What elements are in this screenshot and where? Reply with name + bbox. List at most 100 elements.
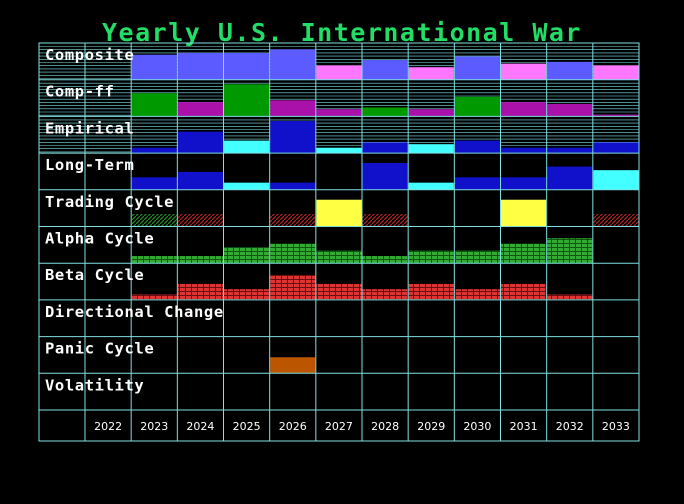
cell-comp-ff-2032 [547,103,593,117]
cell-comp-ff-2031 [501,102,547,117]
cell-trading-cycle-2024 [177,214,223,227]
cell-empirical-2024 [177,131,223,154]
year-label-2023: 2023 [140,420,168,433]
cell-empirical-2023 [131,147,177,154]
year-label-2030: 2030 [463,420,491,433]
row-labels: Composite Comp-ff Empirical Long-Term Tradin… [45,46,224,394]
cell-beta-cycle-2029 [408,283,454,300]
cell-beta-cycle-2026 [270,274,316,300]
year-label-2026: 2026 [279,420,307,433]
cell-long-term-2028 [362,163,408,190]
grid-lines [38,42,640,442]
cell-beta-cycle-2030 [454,289,500,300]
cell-trading-cycle-2027 [316,199,362,227]
cell-panic-cycle-2026 [270,357,316,374]
year-axis: 2022 2023 2024 2025 2026 2027 2028 2029 2030 2031… [94,420,630,433]
cell-trading-cycle-2031 [501,199,547,227]
row-label: Directional Change [45,303,224,321]
cell-beta-cycle-2028 [362,289,408,300]
cell-comp-ff-2024 [177,102,223,117]
cell-trading-cycle-2028 [362,214,408,227]
cell-empirical-2027 [316,147,362,154]
cell-comp-ff-2033 [593,114,639,117]
cell-alpha-cycle-2029 [408,250,454,264]
year-label-2027: 2027 [325,420,353,433]
cell-trading-cycle-2026 [270,214,316,227]
cell-long-term-2029 [408,182,454,190]
cell-composite-2030 [454,56,500,80]
row-label: Beta Cycle [45,266,144,284]
cell-beta-cycle-2031 [501,283,547,300]
cell-empirical-2033 [593,142,639,154]
cell-trading-cycle-2023 [131,214,177,227]
cell-comp-ff-2028 [362,107,408,117]
cell-beta-cycle-2024 [177,283,223,300]
cell-empirical-2026 [270,120,316,154]
plot-frame [38,42,640,442]
cell-alpha-cycle-2026 [270,243,316,264]
cell-long-term-2032 [547,166,593,190]
cell-beta-cycle-2023 [131,294,177,300]
year-label-2029: 2029 [417,420,445,433]
cell-long-term-2030 [454,177,500,190]
cell-comp-ff-2025 [224,84,270,117]
cell-alpha-cycle-2025 [224,247,270,264]
year-label-2028: 2028 [371,420,399,433]
row-label: Comp-ff [45,83,115,101]
row-label: Alpha Cycle [45,230,154,248]
cell-long-term-2025 [224,182,270,190]
data-cells [131,49,639,374]
cell-long-term-2031 [501,177,547,190]
cell-alpha-cycle-2032 [547,238,593,264]
cell-composite-2031 [501,63,547,80]
cell-comp-ff-2026 [270,100,316,117]
cell-empirical-2025 [224,140,270,154]
cell-composite-2027 [316,65,362,80]
year-label-2031: 2031 [510,420,538,433]
cell-comp-ff-2030 [454,96,500,117]
cell-alpha-cycle-2028 [362,256,408,264]
year-label-2025: 2025 [233,420,261,433]
cell-comp-ff-2029 [408,109,454,117]
year-label-2024: 2024 [186,420,214,433]
cell-alpha-cycle-2024 [177,256,223,264]
cell-composite-2028 [362,60,408,80]
cell-alpha-cycle-2031 [501,243,547,264]
cell-alpha-cycle-2023 [131,256,177,264]
cell-trading-cycle-2033 [593,214,639,227]
cell-beta-cycle-2032 [547,294,593,300]
row-label: Volatility [45,376,144,394]
cell-beta-cycle-2025 [224,289,270,300]
cell-composite-2023 [131,54,177,80]
cell-long-term-2024 [177,171,223,190]
cell-composite-2026 [270,49,316,80]
row-label: Composite [45,46,134,64]
cell-empirical-2028 [362,142,408,154]
year-label-2033: 2033 [602,420,630,433]
cell-empirical-2029 [408,144,454,154]
cell-empirical-2032 [547,147,593,154]
row-label: Empirical [45,119,134,137]
cell-comp-ff-2023 [131,93,177,117]
cell-composite-2033 [593,65,639,80]
cell-composite-2032 [547,61,593,80]
row-label: Panic Cycle [45,340,154,358]
cell-long-term-2023 [131,177,177,190]
year-label-2022: 2022 [94,420,122,433]
cell-empirical-2030 [454,140,500,154]
chart-title: Yearly U.S. International War [102,18,582,47]
cell-beta-cycle-2027 [316,283,362,300]
cell-composite-2025 [224,52,270,80]
cell-empirical-2031 [501,147,547,154]
cell-composite-2024 [177,52,223,80]
year-label-2032: 2032 [556,420,584,433]
row-label: Long-Term [45,156,134,174]
cell-long-term-2026 [270,182,316,190]
cell-comp-ff-2027 [316,109,362,117]
cell-alpha-cycle-2030 [454,250,500,264]
cell-alpha-cycle-2027 [316,250,362,264]
row-label: Trading Cycle [45,193,174,211]
cell-composite-2029 [408,67,454,80]
cell-long-term-2033 [593,170,639,190]
